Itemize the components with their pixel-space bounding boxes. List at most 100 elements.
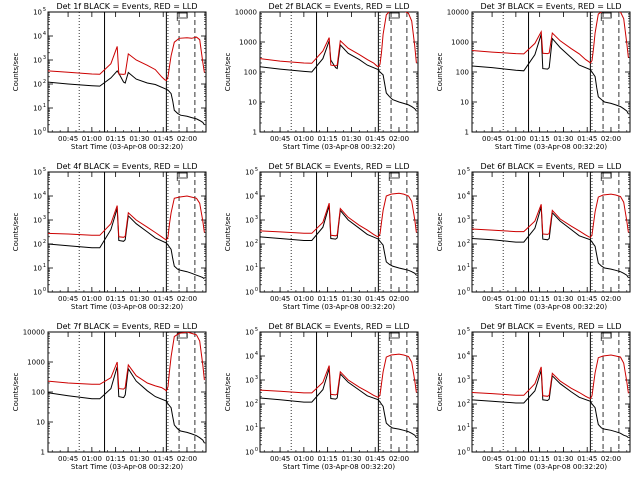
y-tick-label: 10	[33, 169, 42, 177]
y-tick-exponent: 2	[467, 239, 470, 245]
y-tick-label: 1	[465, 129, 469, 137]
lld-series-line	[472, 354, 629, 400]
y-tick-label: 10	[36, 419, 45, 427]
x-tick-label: 02:00	[177, 295, 197, 303]
plot-frame	[259, 171, 419, 293]
y-tick-label: 10	[457, 241, 466, 249]
y-tick-exponent: 5	[255, 327, 258, 333]
y-axis-label: Counts/sec	[12, 373, 20, 412]
x-axis-label: Start Time (03-Apr-08 00:32:20)	[71, 143, 183, 151]
y-tick-label: 10	[33, 57, 42, 65]
lld-series-line	[472, 12, 629, 64]
y-tick-label: 10	[457, 193, 466, 201]
y-tick-exponent: 4	[467, 351, 470, 357]
y-tick-label: 10	[33, 129, 42, 137]
y-tick-label: 10	[457, 449, 466, 457]
y-tick-label: 10	[245, 449, 254, 457]
x-tick-label: 01:45	[577, 295, 597, 303]
y-tick-label: 10	[33, 33, 42, 41]
y-tick-label: 10	[457, 425, 466, 433]
y-axis-label: Counts/sec	[224, 53, 232, 92]
x-axis-label: Start Time (03-Apr-08 00:32:20)	[495, 303, 607, 311]
x-tick-label: 00:45	[270, 295, 290, 303]
y-tick-label: 10	[245, 329, 254, 337]
y-tick-label: 10	[457, 329, 466, 337]
events-series-line	[472, 370, 629, 438]
y-tick-label: 10	[245, 353, 254, 361]
y-tick-label: 1000	[451, 39, 469, 47]
flag-marker	[600, 332, 612, 339]
y-tick-exponent: 5	[467, 327, 470, 333]
y-tick-label: 10	[33, 241, 42, 249]
x-tick-label: 01:00	[294, 455, 314, 463]
x-tick-label: 01:15	[530, 295, 550, 303]
y-tick-label: 10	[33, 289, 42, 297]
x-axis-label: Start Time (03-Apr-08 00:32:20)	[71, 303, 183, 311]
panel-title: Det 4f BLACK = Events, RED = LLD	[56, 162, 197, 171]
y-tick-exponent: 3	[467, 215, 470, 221]
y-tick-label: 10	[33, 265, 42, 273]
events-series-line	[48, 208, 205, 280]
x-axis-label: Start Time (03-Apr-08 00:32:20)	[71, 463, 183, 471]
y-tick-exponent: 4	[255, 191, 258, 197]
y-tick-label: 10	[457, 401, 466, 409]
y-tick-exponent: 3	[255, 215, 258, 221]
x-tick-label: 02:00	[601, 455, 621, 463]
events-series-line	[472, 34, 629, 115]
events-series-line	[260, 368, 417, 438]
x-tick-label: 01:00	[506, 455, 526, 463]
y-tick-label: 10	[457, 265, 466, 273]
panel-title: Det 8f BLACK = Events, RED = LLD	[268, 322, 409, 331]
y-tick-label: 10000	[447, 9, 469, 17]
flag-marker	[388, 12, 400, 19]
x-tick-label: 02:00	[389, 135, 409, 143]
x-tick-label: 01:00	[506, 135, 526, 143]
y-axis-label: Counts/sec	[224, 373, 232, 412]
y-tick-exponent: 2	[43, 239, 46, 245]
x-tick-label: 01:45	[153, 455, 173, 463]
lld-series-line	[260, 12, 417, 68]
y-tick-exponent: 0	[467, 447, 470, 453]
plot-frame	[47, 331, 207, 453]
x-tick-label: 01:45	[153, 295, 173, 303]
y-tick-label: 100	[244, 69, 257, 77]
x-tick-label: 01:15	[530, 455, 550, 463]
y-tick-label: 10	[457, 377, 466, 385]
y-tick-exponent: 0	[467, 287, 470, 293]
x-tick-label: 02:00	[389, 295, 409, 303]
x-tick-label: 01:00	[82, 455, 102, 463]
x-tick-label: 01:30	[129, 455, 149, 463]
x-tick-label: 00:45	[58, 295, 78, 303]
flag-marker	[388, 172, 400, 179]
y-axis-label: Counts/sec	[12, 53, 20, 92]
y-tick-exponent: 4	[43, 31, 46, 37]
x-tick-label: 01:00	[294, 295, 314, 303]
y-tick-label: 10	[245, 241, 254, 249]
y-tick-label: 100	[456, 69, 469, 77]
x-axis-label: Start Time (03-Apr-08 00:32:20)	[495, 143, 607, 151]
plot-frame	[471, 331, 631, 453]
y-axis-label: Counts/sec	[436, 53, 444, 92]
y-tick-label: 10	[457, 169, 466, 177]
x-tick-label: 01:15	[106, 455, 126, 463]
y-tick-label: 10	[245, 425, 254, 433]
x-tick-label: 01:30	[553, 135, 573, 143]
lld-series-line	[260, 192, 417, 238]
y-tick-exponent: 5	[43, 167, 46, 173]
y-tick-exponent: 0	[43, 127, 46, 133]
panel-title: Det 5f BLACK = Events, RED = LLD	[268, 162, 409, 171]
y-axis-label: Counts/sec	[436, 213, 444, 252]
y-tick-exponent: 4	[43, 191, 46, 197]
x-tick-label: 00:45	[482, 455, 502, 463]
x-tick-label: 02:00	[177, 135, 197, 143]
y-tick-label: 10	[245, 169, 254, 177]
y-tick-label: 10	[457, 289, 466, 297]
panel-det-7: Det 7f BLACK = Events, RED = LLD 1 10 100 10…	[12, 322, 207, 471]
y-tick-exponent: 1	[467, 263, 470, 269]
y-tick-exponent: 3	[255, 375, 258, 381]
